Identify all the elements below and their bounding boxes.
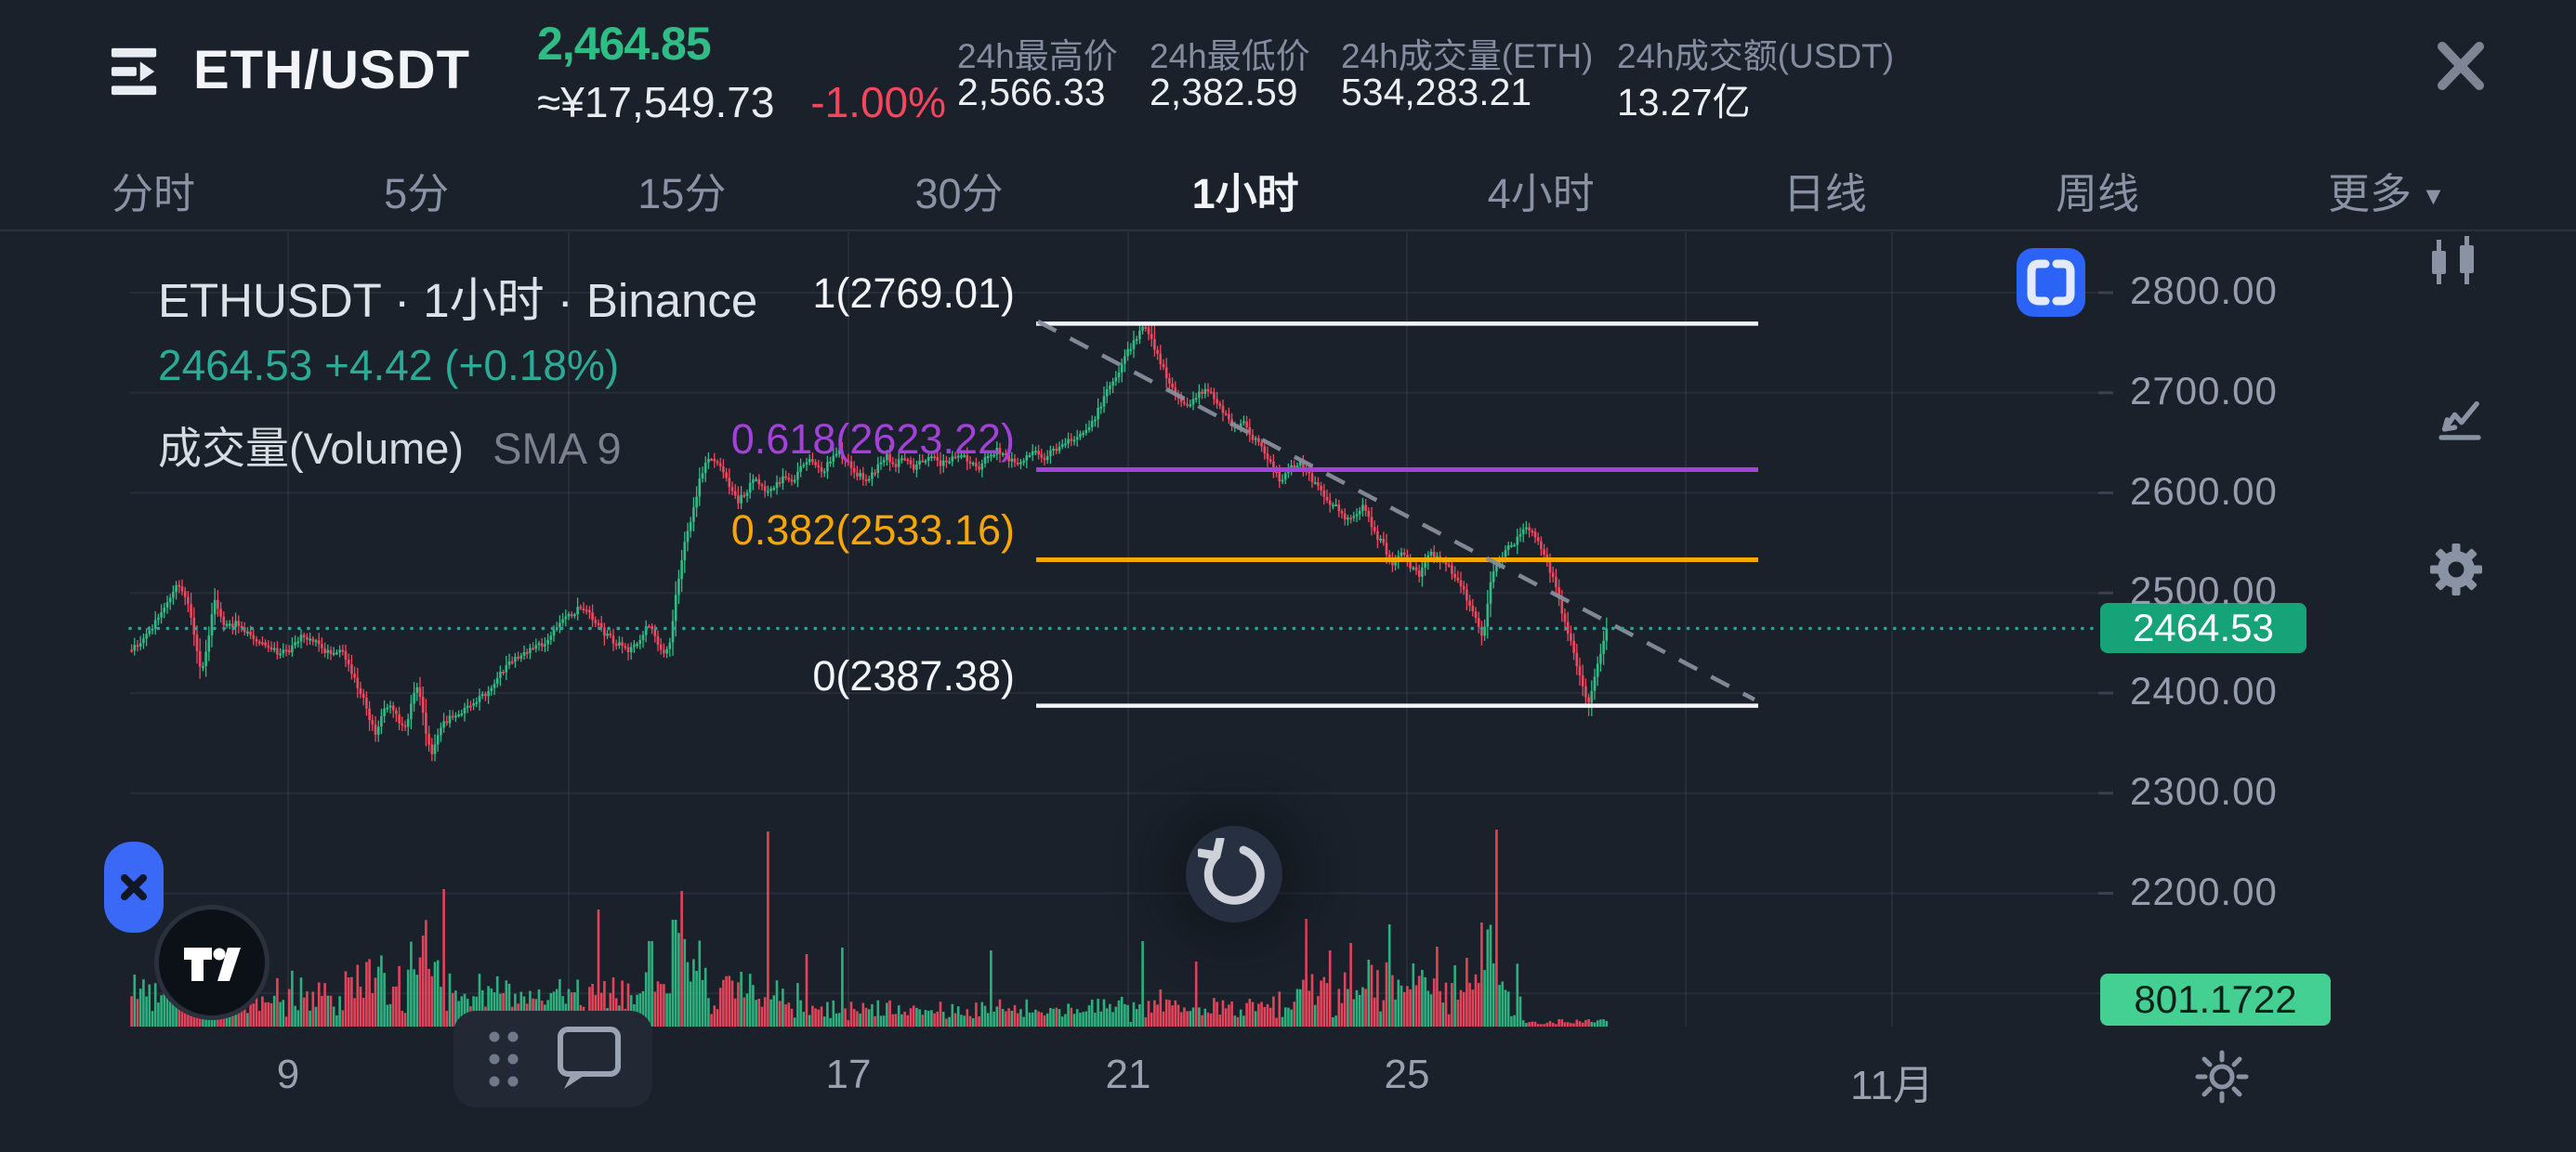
tab-周线[interactable]: 周线	[2056, 169, 2140, 217]
y-tick-6: 2200.00	[2130, 869, 2278, 913]
chart-legend-price: 2464.53 +4.42 (+0.18%)	[158, 341, 620, 389]
stat-label-2: 24h成交量(ETH)	[1341, 37, 1594, 75]
fiat-price-row: ≈¥17,549.73 -1.00%	[537, 77, 946, 127]
fib-label-0: 1(2769.01)	[812, 269, 1015, 318]
stat-value-2: 534,283.21	[1341, 71, 1532, 113]
candles	[130, 321, 1609, 762]
gear-icon	[2430, 543, 2482, 596]
tv-icon	[184, 948, 241, 981]
chart-annotations	[128, 320, 2102, 708]
page-title: ETH/USDT	[193, 40, 470, 100]
fib-label-1: 0.618(2623.22)	[730, 415, 1015, 464]
tab-日线[interactable]: 日线	[1782, 169, 1867, 217]
current-volume-badge: 801.1722	[2100, 974, 2331, 1026]
chat-bubble-icon[interactable]	[555, 1026, 624, 1093]
tabs-divider	[0, 229, 2576, 231]
settings-button[interactable]	[2425, 539, 2487, 600]
volume-label: 成交量(Volume)	[158, 424, 465, 473]
menu-icon[interactable]	[110, 41, 160, 102]
chevron-down-icon: ▼	[2421, 182, 2446, 211]
stat-value-0: 2,566.33	[957, 71, 1106, 113]
indicator-button[interactable]	[2429, 388, 2491, 450]
x-tick-2: 21	[1105, 1052, 1151, 1097]
y-tick-2: 2600.00	[2130, 468, 2278, 513]
stat-value-3: 13.27亿	[1617, 81, 1751, 124]
tab-more[interactable]: 更多 ▼	[2328, 169, 2446, 217]
expand-icon	[2027, 259, 2075, 306]
fiat-price: ≈¥17,549.73	[537, 78, 775, 126]
tab-4小时[interactable]: 4小时	[1487, 169, 1595, 217]
y-tick-5: 2300.00	[2130, 768, 2278, 813]
stat-label-0: 24h最高价	[957, 37, 1118, 75]
x-tick-3: 25	[1384, 1052, 1430, 1097]
reload-button[interactable]	[1186, 826, 1282, 923]
drag-handle-icon[interactable]	[482, 1024, 525, 1094]
tab-30分[interactable]: 30分	[914, 169, 1004, 217]
x-tick-4: 11月	[1850, 1063, 1934, 1108]
close-icon[interactable]	[2427, 33, 2494, 100]
line-chart-icon	[2438, 400, 2481, 440]
fullscreen-button[interactable]	[2017, 248, 2085, 317]
stat-label-3: 24h成交额(USDT)	[1617, 37, 1895, 75]
volume-legend: 成交量(Volume) SMA 9	[158, 412, 622, 477]
sma-label: SMA 9	[493, 424, 622, 473]
chart-style-button[interactable]	[2424, 234, 2485, 295]
last-price: 2,464.85	[537, 18, 712, 70]
volume-bars	[130, 830, 1609, 1027]
stat-label-1: 24h最低价	[1150, 37, 1310, 75]
drawing-toolbar	[453, 1011, 652, 1107]
sun-icon	[2195, 1050, 2249, 1104]
y-tick-0: 2800.00	[2130, 268, 2278, 312]
tab-1小时[interactable]: 1小时	[1191, 169, 1299, 217]
brightness-button[interactable]	[2191, 1046, 2253, 1107]
fib-label-2: 0.382(2533.16)	[730, 505, 1015, 554]
y-tick-3: 2500.00	[2130, 569, 2278, 613]
fib-label-3: 0(2387.38)	[812, 651, 1015, 700]
refresh-icon	[1198, 838, 1265, 905]
x-tick-1: 17	[825, 1052, 872, 1097]
gridlines	[130, 232, 2113, 1027]
close-panel-icon	[121, 874, 147, 900]
trendline	[1036, 320, 1756, 701]
x-tick-0: 9	[276, 1052, 300, 1097]
tradingview-logo[interactable]	[154, 905, 269, 1020]
side-handle-button[interactable]	[104, 842, 164, 933]
current-price-badge: 2464.53	[2100, 603, 2307, 654]
change-percent: -1.00%	[810, 78, 947, 126]
y-tick-1: 2700.00	[2130, 368, 2278, 412]
candlestick-icon	[2432, 236, 2474, 284]
tab-5分[interactable]: 5分	[384, 169, 450, 217]
timeframe-tabs: 分时 5分 15分 30分 1小时 4小时 日线 周线 更多 ▼	[112, 160, 2446, 219]
y-tick-4: 2400.00	[2130, 669, 2278, 713]
chart-legend-title: ETHUSDT · 1小时 · Binance	[158, 274, 758, 327]
tab-15分[interactable]: 15分	[637, 169, 727, 217]
tab-分时[interactable]: 分时	[112, 169, 196, 217]
stat-value-1: 2,382.59	[1150, 71, 1298, 113]
